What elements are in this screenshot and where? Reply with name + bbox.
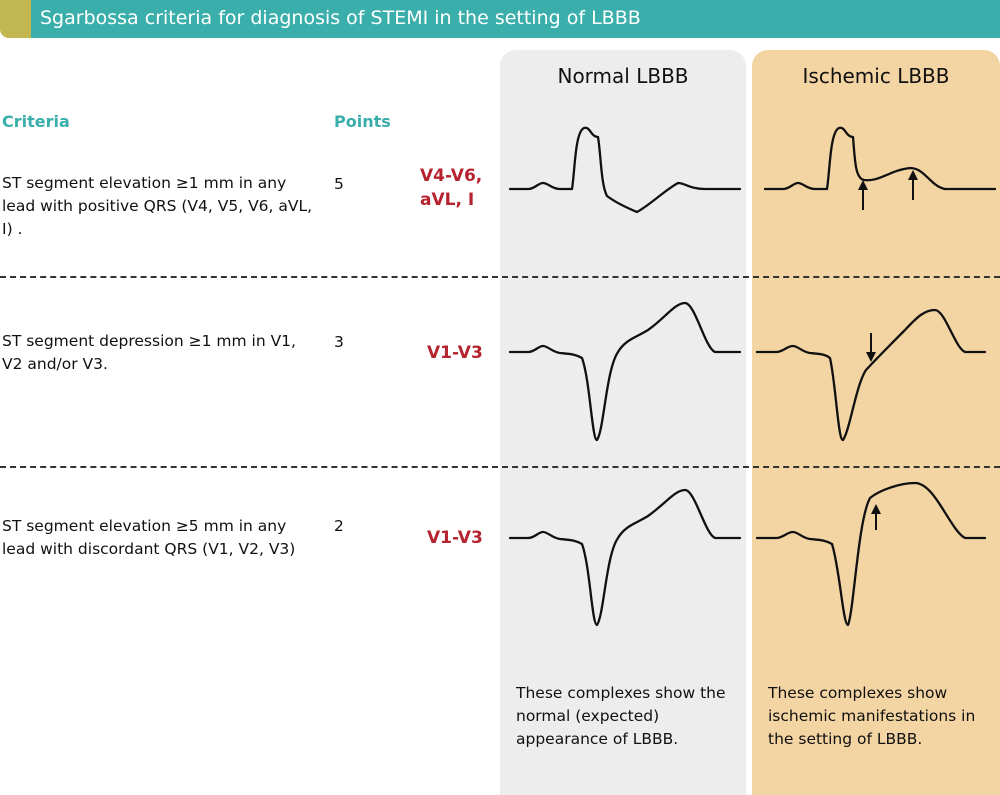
criteria-header: Criteria — [2, 112, 70, 131]
arrowhead-icon — [858, 180, 868, 190]
ecg-ischemic-row2 — [755, 308, 987, 442]
ecg-normal-row2 — [508, 301, 742, 442]
points-2: 3 — [334, 333, 344, 351]
row-divider — [0, 276, 1000, 278]
header: Sgarbossa criteria for diagnosis of STEM… — [0, 0, 1000, 38]
ischemic-lbbb-title: Ischemic LBBB — [802, 64, 950, 88]
criterion-3: ST segment elevation ≥5 mm in any lead w… — [2, 517, 296, 558]
ecg-normal-row1 — [508, 126, 742, 214]
leads-2: V1-V3 — [427, 343, 483, 363]
points-3: 2 — [334, 517, 344, 535]
criterion-1: ST segment elevation ≥1 mm in any lead w… — [2, 174, 313, 238]
arrowhead-icon — [871, 504, 881, 514]
row-divider — [0, 466, 1000, 468]
ecg-ischemic-row3 — [755, 481, 987, 627]
ecg-normal-row3 — [508, 488, 742, 627]
normal-lbbb-note: These complexes show the normal (expecte… — [516, 684, 726, 748]
points-header: Points — [334, 112, 391, 131]
arrowhead-icon — [866, 352, 876, 362]
arrowhead-icon — [908, 170, 918, 180]
normal-lbbb-panel: Normal LBBB These complexes show the nor… — [500, 50, 746, 795]
leads-1: V4-V6, aVL, I — [420, 166, 483, 210]
criterion-2: ST segment depression ≥1 mm in V1, V2 an… — [2, 332, 296, 373]
normal-lbbb-title: Normal LBBB — [557, 64, 689, 88]
leads-3: V1-V3 — [427, 528, 483, 548]
ischemic-lbbb-note: These complexes show ischemic manifestat… — [768, 684, 976, 748]
ecg-ischemic-row1 — [763, 126, 997, 191]
ischemic-lbbb-panel: Ischemic LBBB These complexes show ische… — [752, 50, 1000, 795]
points-1: 5 — [334, 175, 344, 193]
page-title: Sgarbossa criteria for diagnosis of STEM… — [31, 0, 1000, 38]
